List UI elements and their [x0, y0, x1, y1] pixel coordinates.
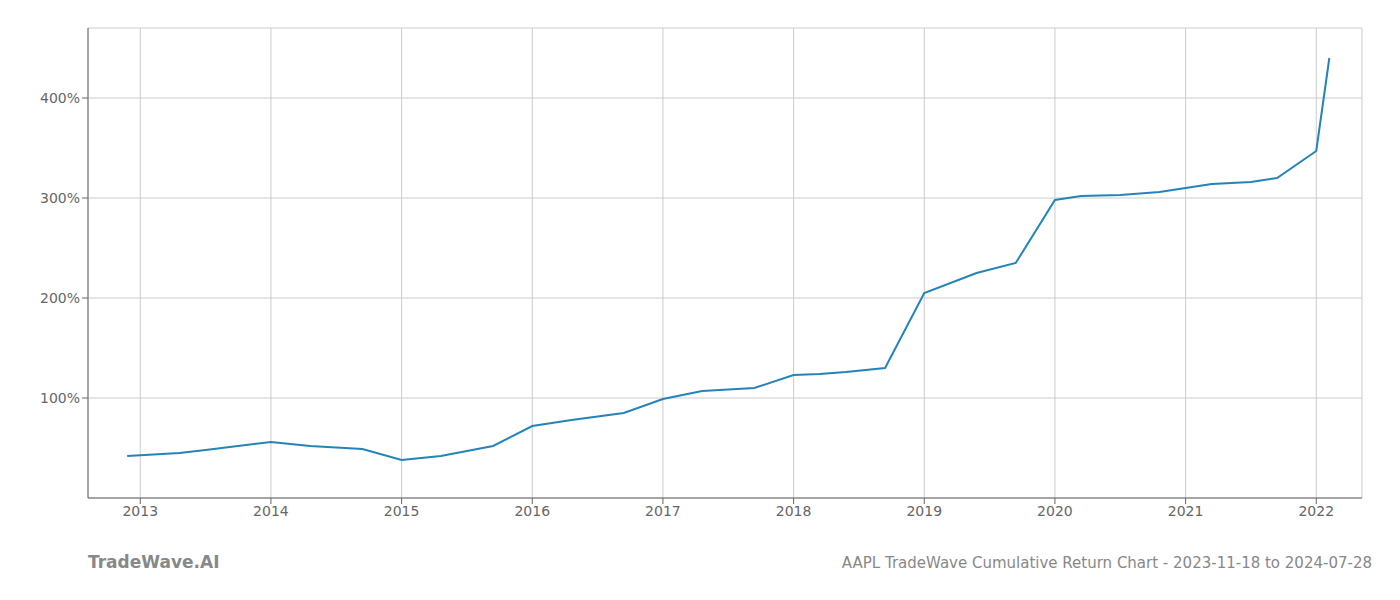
- svg-text:2014: 2014: [253, 503, 289, 519]
- svg-text:2015: 2015: [384, 503, 420, 519]
- svg-text:300%: 300%: [40, 190, 80, 206]
- html-text:AAPL TradeWave Cumulative Retu: AAPL TradeWave Cumulative Return Chart -…: [841, 554, 1372, 572]
- svg-text:400%: 400%: [40, 90, 80, 106]
- svg-text:2018: 2018: [776, 503, 812, 519]
- svg-text:2022: 2022: [1298, 503, 1334, 519]
- svg-text:2013: 2013: [122, 503, 158, 519]
- svg-text:100%: 100%: [40, 390, 80, 406]
- svg-text:2021: 2021: [1168, 503, 1204, 519]
- svg-text:2016: 2016: [514, 503, 550, 519]
- svg-text:2017: 2017: [645, 503, 681, 519]
- svg-text:200%: 200%: [40, 290, 80, 306]
- html-text:TradeWave.AI: TradeWave.AI: [88, 552, 220, 572]
- svg-text:2020: 2020: [1037, 503, 1073, 519]
- svg-text:2019: 2019: [906, 503, 942, 519]
